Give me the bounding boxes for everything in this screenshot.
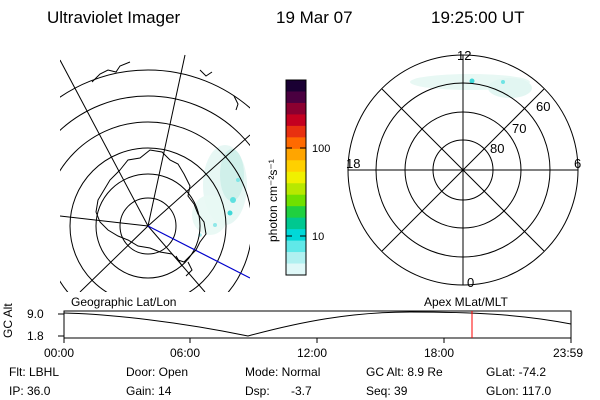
header-date: 19 Mar 07 [276, 8, 353, 27]
status-gc-alt: GC Alt: 8.9 Re [366, 365, 443, 379]
colorbar-stripe [286, 217, 306, 230]
status-dsp-value: -3.7 [291, 384, 312, 398]
colorbar-stripe [286, 102, 306, 116]
coastline-fragments [91, 61, 239, 277]
colorbar-stripe [286, 183, 306, 196]
altitude-xtick-2: 12:00 [297, 346, 328, 360]
left-panel-label: Geographic Lat/Lon [71, 295, 177, 309]
apex-polar-plot [347, 54, 579, 286]
mlat-label-70: 70 [512, 121, 526, 136]
aurora-emission-left [192, 145, 247, 237]
colorbar-stripe [286, 263, 306, 276]
altitude-xtick-0: 00:00 [44, 346, 75, 360]
status-seq: Seq: 39 [366, 384, 408, 398]
aurora-emission-right [410, 74, 532, 98]
mlt-label-18: 18 [346, 156, 360, 171]
colorbar-stripe [286, 240, 306, 253]
mlt-label-0: 0 [467, 275, 474, 290]
altitude-curve [63, 311, 572, 337]
meridian-lines [60, 54, 250, 292]
mlt-label-6: 6 [574, 156, 581, 171]
status-dsp-label: Dsp: [245, 384, 270, 398]
altitude-ytick-bottom: 1.8 [27, 329, 44, 343]
altitude-ylabel: GC Alt [1, 303, 15, 338]
status-filter: Flt: LBHL [9, 365, 60, 379]
colorbar-stripe [286, 206, 306, 219]
geographic-map [60, 54, 250, 292]
colorbar-stripe [286, 91, 306, 104]
colorbar-stripe [286, 137, 306, 150]
colorbar [285, 79, 307, 276]
status-glat: GLat: -74.2 [486, 365, 547, 379]
altitude-xtick-1: 06:00 [170, 346, 201, 360]
mlat-label-60: 60 [536, 99, 550, 114]
colorbar-stripe [286, 171, 306, 184]
right-panel-label: Apex MLat/MLT [424, 295, 508, 309]
colorbar-tick-100: 100 [312, 143, 330, 155]
status-glon: GLon: 117.0 [486, 384, 552, 398]
mlat-label-80: 80 [490, 141, 504, 156]
altitude-xtick-4: 23:59 [553, 346, 584, 360]
colorbar-stripe [286, 114, 306, 127]
colorbar-stripe [286, 229, 306, 242]
altitude-plot [58, 310, 572, 343]
colorbar-stripe [286, 80, 306, 93]
header-time: 19:25:00 UT [431, 8, 525, 27]
app-title: Ultraviolet Imager [47, 8, 181, 27]
altitude-xtick-3: 18:00 [424, 346, 455, 360]
terminator-line [147, 225, 250, 279]
latitude-circles [60, 69, 250, 292]
colorbar-stripe [286, 194, 306, 207]
status-mode: Mode: Normal [245, 365, 321, 379]
status-gain: Gain: 14 [126, 384, 172, 398]
altitude-ytick-top: 9.0 [27, 307, 44, 321]
mlt-label-12: 12 [457, 48, 471, 63]
colorbar-unit-label: photon cm⁻²s⁻¹ [266, 159, 280, 242]
status-door: Door: Open [126, 365, 189, 379]
coastline-antarctica [95, 149, 207, 263]
colorbar-tick-10: 10 [312, 231, 324, 243]
colorbar-stripe [286, 160, 306, 173]
colorbar-stripe [286, 148, 306, 161]
colorbar-stripe [286, 125, 306, 138]
colorbar-stripe [286, 252, 306, 265]
status-ip: IP: 36.0 [9, 384, 51, 398]
